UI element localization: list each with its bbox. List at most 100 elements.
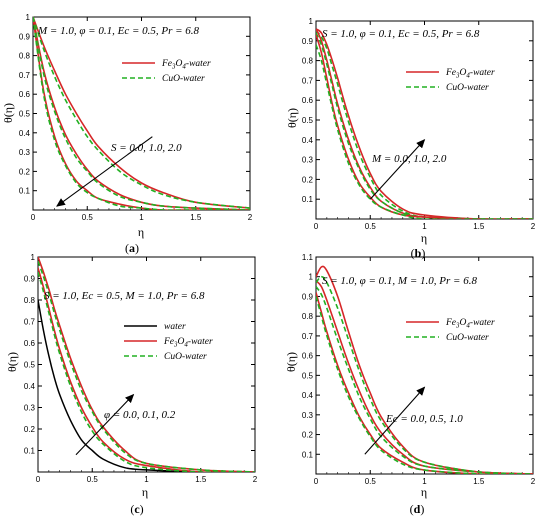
y-tick-label: 0.7 — [302, 332, 314, 341]
y-tick-label: 0.9 — [302, 37, 314, 46]
chart-panel-d: 0 0.5 1 1.5 2 0.1 0.2 0.3 0.4 0.5 0.6 0.7 0.8 0.9 1 1.1… — [284, 253, 536, 516]
y-tick-label: 0.4 — [19, 129, 31, 138]
series-line-fe3o4 — [316, 280, 533, 474]
panel-label: (b) — [411, 246, 426, 260]
y-tick-label: 0.2 — [302, 175, 314, 184]
y-axis-label: θ(η) — [5, 352, 19, 372]
annotation-text: M = 0.0, 1.0, 2.0 — [371, 153, 447, 165]
plot-frame — [315, 20, 534, 220]
y-tick-label: 1 — [309, 17, 314, 26]
legend-label: CuO-water — [446, 83, 489, 93]
y-tick-label: 1.1 — [302, 253, 314, 262]
x-tick-label: 0 — [314, 477, 319, 486]
x-tick-label: 1 — [422, 477, 427, 486]
x-tick-label: 0 — [314, 222, 319, 231]
x-tick-label: 1.5 — [190, 213, 202, 222]
series-line-fe3o4 — [316, 292, 533, 474]
y-axis-label: θ(η) — [284, 352, 298, 372]
chart-panel-c: 0 0.5 1 1.5 20.10.20.30.40.50.60.70.80.91ηθ(… — [5, 253, 258, 516]
panel-label: (c) — [130, 502, 143, 516]
y-tick-label: 0.9 — [302, 292, 314, 301]
y-tick-label: 0.3 — [302, 411, 314, 420]
x-tick-label: 1 — [144, 475, 149, 484]
y-tick-label: 0.6 — [19, 90, 31, 99]
panel-label: (a) — [125, 241, 139, 255]
y-tick-label: 0.3 — [19, 148, 31, 157]
x-axis-label: η — [421, 485, 427, 499]
chart-panel-a: 0 0.5 1 1.5 2 0.1 0.2 0.3 0.4 0.5 0.6 0.7 0.8 0.9 1 η θ(… — [1, 13, 253, 255]
annotation-text: Ec = 0.0, 0.5, 1.0 — [385, 413, 463, 425]
series-line-cuo — [316, 286, 533, 474]
trend-arrow — [75, 393, 135, 456]
chart-panel-b: 0 0.5 1 1.5 20.10.20.30.40.50.60.70.80.91ηθ(… — [285, 17, 536, 260]
y-tick-label: 0.6 — [24, 339, 36, 348]
y-tick-label: 0.2 — [302, 431, 314, 440]
series-line-fe3o4 — [38, 267, 255, 472]
x-tick-label: 2 — [531, 222, 536, 231]
legend-label: Fe3O4-water — [445, 318, 495, 330]
y-tick-label: 0.8 — [19, 52, 31, 61]
x-tick-label: 1 — [139, 213, 144, 222]
y-tick-label: 0.5 — [302, 371, 314, 380]
y-tick-label: 0.1 — [302, 195, 314, 204]
panel-label: (d) — [410, 502, 425, 516]
series-line-cuo — [316, 296, 533, 474]
y-tick-label: 0.1 — [302, 450, 314, 459]
trend-arrow — [364, 386, 426, 455]
y-tick-label: 0.3 — [24, 404, 36, 413]
y-tick-label: 0.8 — [302, 57, 314, 66]
y-axis-label: θ(η) — [1, 103, 15, 123]
x-tick-label: 0 — [31, 213, 36, 222]
series-line-water — [38, 299, 255, 472]
series-line-cuo — [316, 30, 533, 219]
legend: Fe3O4-water CuO-water — [406, 68, 495, 93]
series-lines — [38, 256, 255, 472]
legend-label: Fe3O4-water — [445, 68, 495, 80]
series-lines — [33, 16, 250, 210]
trend-arrow — [56, 136, 153, 207]
x-tick-label: 1 — [422, 222, 427, 231]
y-tick-label: 0.1 — [24, 447, 36, 456]
series-line-fe3o4 — [38, 256, 255, 472]
series-line-fe3o4 — [316, 34, 533, 219]
y-tick-label: 0.1 — [19, 187, 31, 196]
x-tick-label: 2 — [253, 475, 258, 484]
y-tick-label: 0.5 — [24, 361, 36, 370]
x-axis-label: η — [421, 231, 427, 245]
series-line-fe3o4 — [33, 16, 250, 210]
y-tick-label: 0.7 — [19, 71, 31, 80]
parameter-text: S = 1.0, Ec = 0.5, M = 1.0, Pr = 6.8 — [44, 290, 205, 302]
y-tick-label: 0.8 — [24, 296, 36, 305]
x-axis-label: η — [142, 485, 148, 499]
parameter-text: S = 1.0, φ = 0.1, Ec = 0.5, Pr = 6.8 — [322, 28, 480, 40]
y-tick-label: 0.6 — [302, 96, 314, 105]
y-tick-label: 0.4 — [302, 136, 314, 145]
legend: water Fe3O4-water CuO-water — [124, 322, 213, 362]
legend-label: Fe3O4-water — [161, 59, 211, 71]
y-axis-label: θ(η) — [285, 108, 299, 128]
legend-label: CuO-water — [162, 74, 205, 84]
y-tick-label: 0.9 — [24, 275, 36, 284]
series-line-cuo — [316, 32, 533, 219]
y-tick-label: 1 — [31, 253, 36, 262]
y-tick-label: 0.4 — [302, 391, 314, 400]
y-tick-label: 0.9 — [19, 32, 31, 41]
legend-label: CuO-water — [164, 352, 207, 362]
y-tick-label: 0.6 — [302, 352, 314, 361]
parameter-text: M = 1.0, φ = 0.1, Ec = 0.5, Pr = 6.8 — [37, 25, 200, 37]
y-tick-label: 1 — [309, 273, 314, 282]
y-tick-label: 0.7 — [302, 76, 314, 85]
y-tick-label: 0.5 — [19, 110, 31, 119]
y-tick-label: 0.8 — [302, 312, 314, 321]
series-lines — [316, 28, 533, 219]
annotation-text: S = 0.0, 1.0, 2.0 — [111, 142, 182, 154]
x-tick-label: 0.5 — [365, 222, 377, 231]
series-line-fe3o4 — [316, 28, 533, 219]
series-line-cuo — [316, 44, 533, 219]
trend-arrow — [369, 139, 426, 200]
x-tick-label: 2 — [248, 213, 253, 222]
series-line-cuo — [38, 271, 255, 472]
y-tick-label: 0.2 — [24, 425, 36, 434]
x-tick-label: 0 — [36, 475, 41, 484]
